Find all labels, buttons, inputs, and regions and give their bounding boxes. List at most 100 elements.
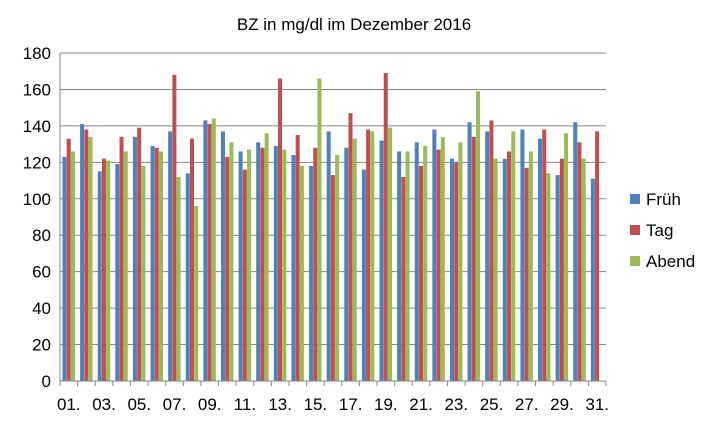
bar xyxy=(405,151,410,381)
bar xyxy=(97,171,102,381)
bar xyxy=(401,176,406,381)
legend-label: Früh xyxy=(646,190,681,209)
bar xyxy=(590,178,595,381)
bar xyxy=(502,158,507,381)
bar xyxy=(493,158,498,381)
bar xyxy=(106,160,111,381)
bar xyxy=(62,156,67,381)
bar xyxy=(260,147,265,381)
bar xyxy=(158,151,164,381)
bar xyxy=(273,145,278,381)
x-tick-label: 23. xyxy=(444,395,468,414)
bar xyxy=(573,122,578,381)
y-tick-label: 0 xyxy=(42,372,51,391)
bar xyxy=(449,158,454,381)
y-tick-label: 20 xyxy=(32,336,51,355)
bar xyxy=(291,155,296,381)
x-tick-label: 31. xyxy=(585,395,609,414)
x-tick-label: 07. xyxy=(163,395,187,414)
bar xyxy=(436,149,441,381)
bar xyxy=(528,151,533,381)
bar xyxy=(418,165,423,381)
bar xyxy=(383,73,388,382)
y-tick-label: 140 xyxy=(23,117,51,136)
bar xyxy=(70,151,75,381)
bar xyxy=(440,136,445,381)
bar xyxy=(299,165,304,381)
bar xyxy=(176,176,181,381)
bar xyxy=(185,173,190,381)
bar xyxy=(546,173,551,381)
bar xyxy=(295,135,300,381)
x-tick-label: 21. xyxy=(409,395,433,414)
bar xyxy=(154,147,159,381)
bar xyxy=(352,138,357,381)
legend-swatch xyxy=(630,256,640,266)
x-tick-label: 29. xyxy=(550,395,574,414)
bar xyxy=(542,129,547,381)
x-tick-label: 03. xyxy=(92,395,116,414)
y-tick-label: 60 xyxy=(32,263,51,282)
bar xyxy=(256,142,261,381)
legend-swatch xyxy=(630,194,640,204)
bar xyxy=(335,155,340,381)
bar xyxy=(524,167,529,381)
x-tick-label: 17. xyxy=(339,395,363,414)
bar xyxy=(211,118,216,381)
bar xyxy=(278,78,283,381)
bar xyxy=(577,142,582,381)
bar xyxy=(194,206,199,381)
y-tick-label: 40 xyxy=(32,299,51,318)
x-tick-label: 05. xyxy=(127,395,151,414)
bar xyxy=(168,131,173,381)
bar xyxy=(485,131,490,381)
bar xyxy=(564,133,569,381)
bar xyxy=(361,169,366,381)
bar xyxy=(520,129,525,381)
bar xyxy=(309,165,314,381)
bar xyxy=(101,158,106,381)
bar xyxy=(220,131,226,381)
bar xyxy=(511,131,516,381)
bar xyxy=(432,129,437,381)
bar xyxy=(207,124,212,382)
bar xyxy=(203,120,208,381)
x-tick-label: 11. xyxy=(234,395,256,414)
bar xyxy=(423,145,428,381)
bar xyxy=(330,175,335,381)
legend-swatch xyxy=(630,225,640,235)
bar xyxy=(132,136,137,381)
bar xyxy=(80,124,85,382)
x-tick-label: 27. xyxy=(515,395,539,414)
bar xyxy=(119,136,124,381)
x-tick-label: 09. xyxy=(198,395,222,414)
bar xyxy=(458,142,463,381)
legend-label: Abend xyxy=(646,252,695,271)
bar xyxy=(313,147,318,381)
bar xyxy=(370,131,375,381)
bar xyxy=(84,129,89,381)
bar xyxy=(454,162,459,381)
bar xyxy=(66,138,71,381)
bar xyxy=(471,136,476,381)
bar xyxy=(172,74,177,381)
x-tick-label: 13. xyxy=(268,395,292,414)
bar xyxy=(141,165,146,381)
y-tick-label: 100 xyxy=(23,190,51,209)
legend: Früh Tag Abend xyxy=(630,190,695,271)
bar xyxy=(348,113,353,381)
bar xyxy=(150,145,155,381)
bar xyxy=(229,142,234,381)
bar xyxy=(489,120,494,381)
bar xyxy=(595,131,600,381)
y-tick-label: 160 xyxy=(23,80,51,99)
bar xyxy=(282,149,287,381)
legend-label: Tag xyxy=(646,221,673,240)
y-tick-label: 80 xyxy=(32,226,51,245)
bar xyxy=(387,127,392,381)
bar xyxy=(189,138,195,381)
bar xyxy=(225,156,230,381)
bar xyxy=(581,158,586,381)
